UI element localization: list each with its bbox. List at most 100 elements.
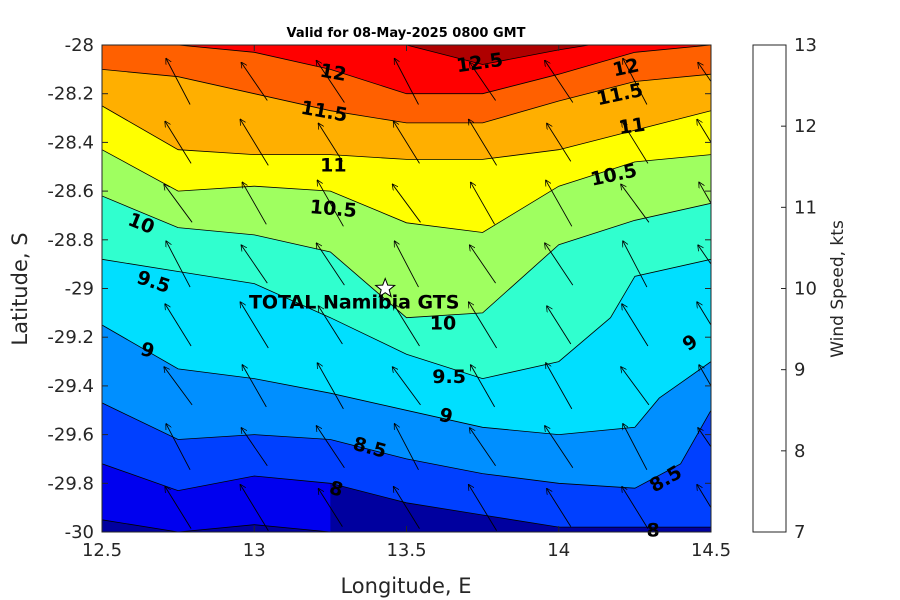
wind-arrow (470, 245, 496, 284)
contour-label: 9.5 (432, 366, 466, 388)
wind-arrow (242, 182, 267, 225)
x-tick-label: 13.5 (386, 540, 426, 561)
wind-vector-field (164, 59, 711, 531)
wind-arrow (316, 243, 345, 286)
wind-arrow (240, 119, 269, 166)
wind-arrow (241, 428, 268, 467)
wind-arrow (317, 180, 344, 227)
wind-arrow (623, 424, 648, 471)
y-tick-label: -28.8 (47, 230, 94, 251)
contour-band-12 (102, 45, 711, 94)
y-tick-label: -29.4 (47, 376, 94, 397)
contour-label: 10 (430, 313, 456, 335)
wind-arrow (697, 485, 711, 509)
colorbar-label: Wind Speed, kts (828, 220, 848, 358)
contour-line-11.5 (102, 69, 711, 124)
colorbar-tick-label: 12 (794, 116, 817, 137)
chart-title: Valid for 08-May-2025 0800 GMT (287, 26, 526, 41)
wind-arrow (546, 363, 573, 410)
contour-line-10.5 (102, 149, 711, 233)
wind-arrow (393, 184, 421, 223)
contour-line-8 (102, 463, 711, 528)
contour-line-9 (102, 324, 711, 436)
wind-arrow (469, 302, 497, 349)
wind-arrow (622, 121, 649, 164)
station-label: TOTAL Namibia GTS (249, 292, 460, 314)
wind-arrow (393, 367, 421, 406)
wind-arrow (166, 241, 191, 288)
wind-arrow (621, 367, 650, 406)
wind-arrow (471, 182, 495, 225)
contour-band-12.5 (406, 45, 590, 65)
colorbar-tick-label: 11 (794, 197, 817, 218)
colorbar-tick-label: 7 (794, 522, 805, 543)
x-tick-label: 14 (547, 540, 570, 561)
colorbar-tick-label: 10 (794, 279, 817, 300)
contour-label: 12 (318, 60, 348, 86)
colorbar: 7 8 9 10 11 12 13 (752, 35, 817, 543)
wind-arrow (623, 59, 648, 105)
contour-label: 11 (320, 154, 346, 176)
wind-arrow (547, 123, 572, 162)
contour-label: 11 (617, 114, 646, 139)
colorbar-tick-label: 8 (794, 441, 805, 462)
wind-arrow (241, 245, 268, 284)
y-tick-label: -28 (65, 35, 94, 56)
y-tick-label: -29.2 (47, 327, 94, 348)
wind-arrow (242, 365, 267, 408)
wind-arrow (699, 182, 711, 205)
wind-arrow (471, 365, 495, 408)
x-tick-label: 12.5 (82, 540, 122, 561)
wind-arrow (395, 424, 419, 471)
wind-arrow (394, 121, 420, 164)
contour-line-11 (102, 105, 711, 160)
y-axis-label: Latitude, S (8, 232, 32, 345)
wind-arrow (699, 365, 711, 387)
wind-arrow (621, 184, 650, 223)
colorbar-tick-label: 13 (794, 35, 817, 56)
contour-label: 8 (646, 520, 659, 542)
contour-fills (102, 45, 711, 532)
wind-arrow (622, 304, 649, 347)
wind-arrow (165, 487, 192, 529)
wind-arrow (240, 302, 269, 349)
y-tick-label: -29.8 (47, 473, 94, 494)
wind-arrow (545, 61, 574, 103)
y-tick-label: -28.2 (47, 84, 94, 105)
wind-arrow (395, 241, 419, 288)
contour-line-12.5 (406, 45, 590, 65)
wind-arrow (470, 428, 496, 467)
wind-arrow (546, 180, 573, 227)
contour-line-12 (102, 45, 711, 95)
wind-arrow (317, 363, 344, 410)
wind-arrow (394, 487, 420, 529)
wind-arrow (316, 61, 345, 103)
wind-arrow (545, 426, 574, 469)
wind-arrow (318, 489, 343, 527)
contour-label: 9 (437, 404, 455, 429)
contour-line-9.5 (102, 258, 711, 380)
x-axis-label: Longitude, E (340, 574, 471, 598)
colorbar-tick-label: 9 (794, 360, 805, 381)
contour-label: 9 (138, 338, 156, 363)
wind-arrow (316, 426, 345, 469)
wind-arrow (240, 485, 269, 531)
wind-arrow (623, 241, 648, 288)
y-tick-label: -29.6 (47, 425, 94, 446)
wind-arrow (697, 302, 711, 326)
wind-arrow (698, 245, 711, 265)
contour-line-7.5 (102, 519, 331, 532)
wind-arrow (698, 63, 711, 83)
wind-arrow (241, 63, 268, 101)
station-group: TOTAL Namibia GTS (249, 277, 460, 314)
wind-arrow (318, 306, 343, 345)
x-tick-label: 13 (243, 540, 266, 561)
station-star-marker (374, 277, 397, 298)
y-tick-label: -28.4 (47, 132, 94, 153)
wind-arrow (547, 306, 572, 345)
contour-label: 8 (327, 477, 345, 502)
wind-arrow (165, 121, 192, 164)
y-tick-label: -30 (65, 522, 94, 543)
wind-arrow (470, 63, 496, 101)
